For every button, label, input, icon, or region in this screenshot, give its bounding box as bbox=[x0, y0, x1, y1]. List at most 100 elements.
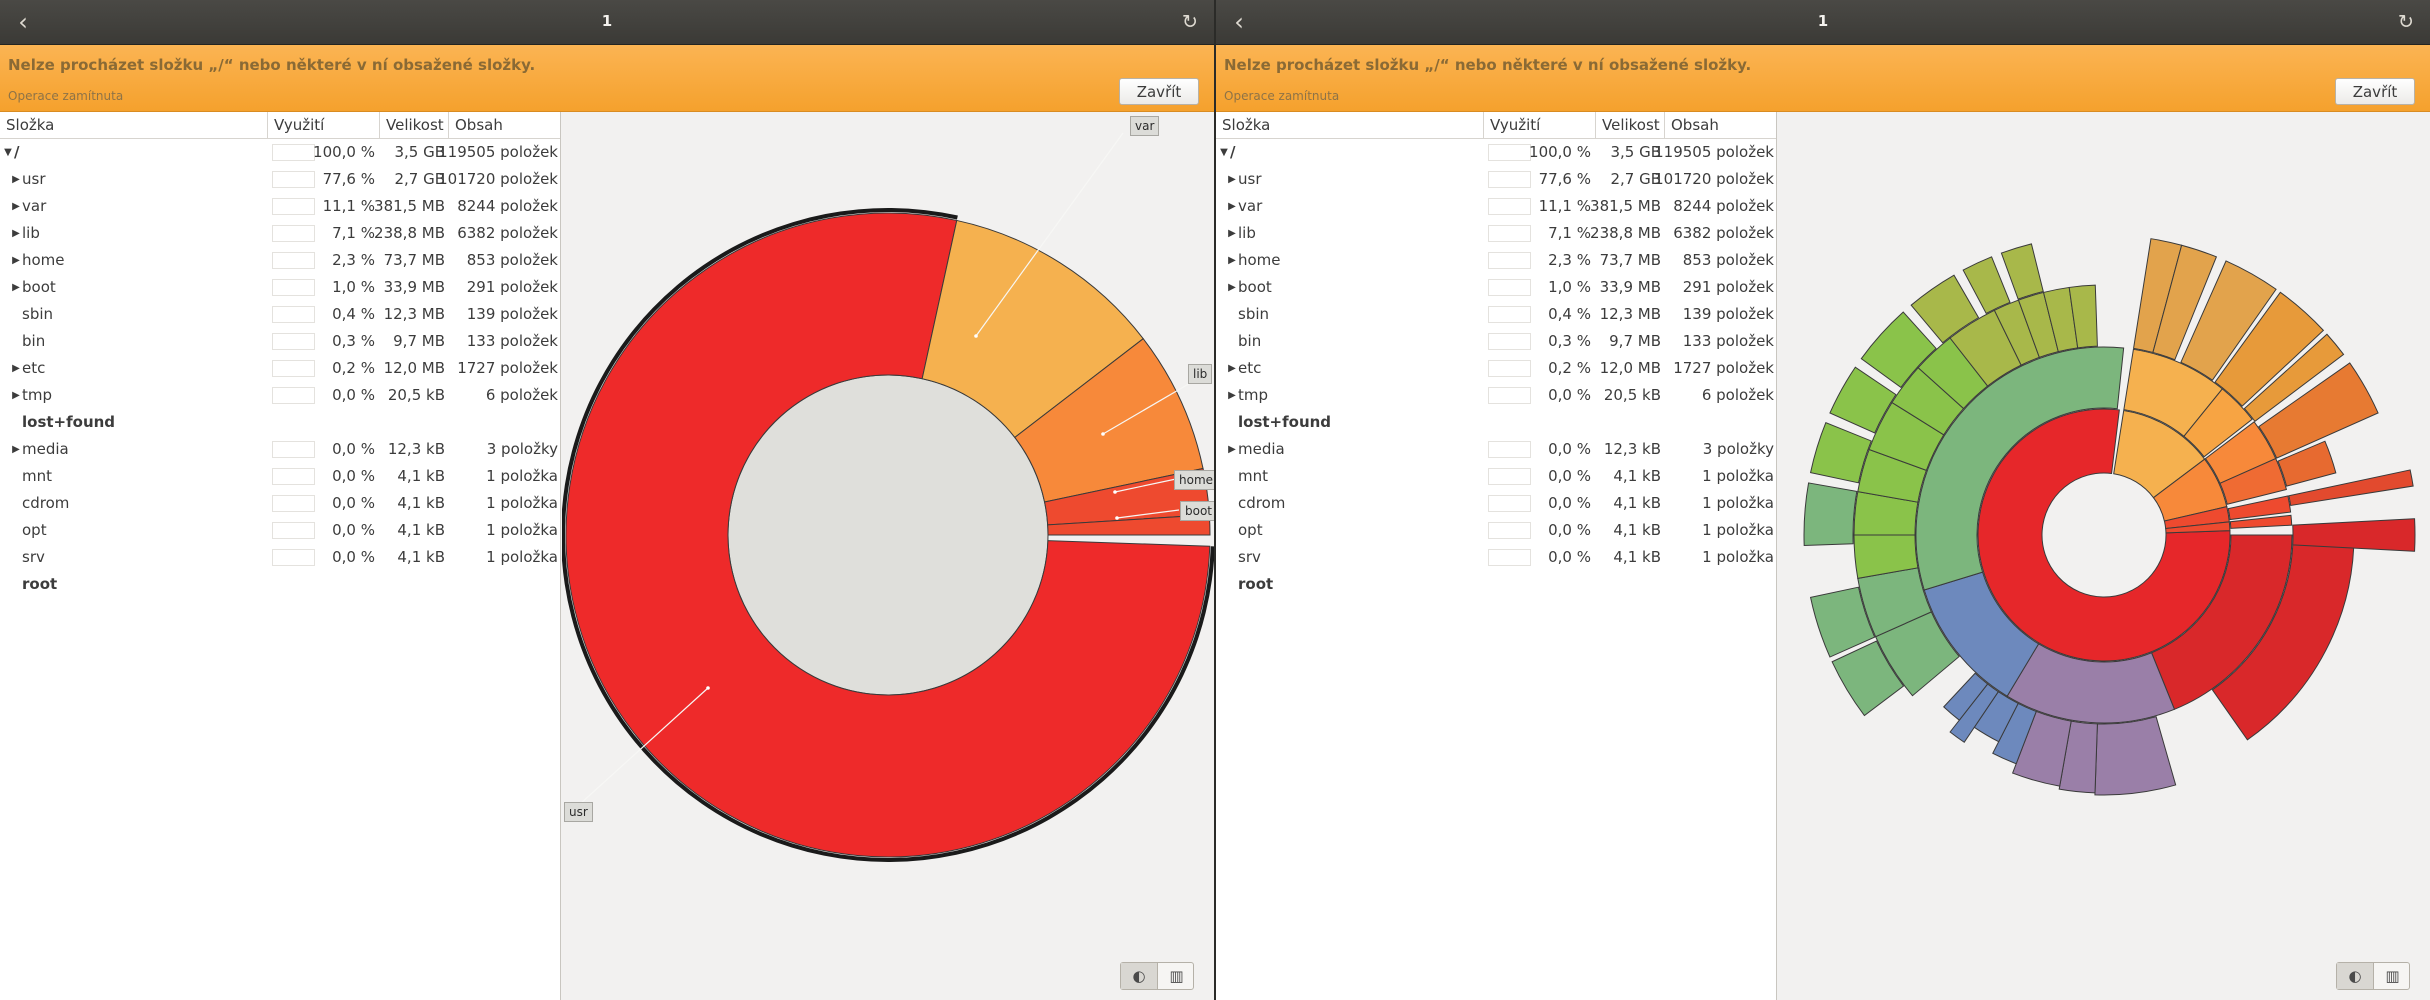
tree-row-lib[interactable]: ▶ lib 7,1 % 238,8 MB 6382 položek bbox=[1216, 220, 1777, 247]
triangle-right-icon[interactable]: ▶ bbox=[12, 282, 20, 293]
triangle-down-icon[interactable]: ▼ bbox=[4, 147, 12, 158]
sunburst-boot-img[interactable] bbox=[2229, 514, 2293, 529]
tree-row-home[interactable]: ▶ home 2,3 % 73,7 MB 853 položek bbox=[0, 247, 561, 274]
ring-segment-var[interactable] bbox=[921, 219, 1144, 439]
triangle-right-icon[interactable]: ▶ bbox=[1228, 255, 1236, 266]
column-folder[interactable]: Složka bbox=[1216, 112, 1484, 139]
sunburst-bin-grandchild-8[interactable] bbox=[2000, 243, 2044, 300]
close-infobar-button[interactable]: Zavřít bbox=[2335, 78, 2415, 105]
tree-row-srv[interactable]: srv 0,0 % 4,1 kB 1 položka bbox=[0, 544, 561, 571]
back-button[interactable]: ‹ bbox=[9, 9, 37, 35]
triangle-right-icon[interactable]: ▶ bbox=[12, 201, 20, 212]
reload-button[interactable]: ↻ bbox=[1176, 9, 1204, 35]
tree-row-sbin[interactable]: sbin 0,4 % 12,3 MB 139 položek bbox=[1216, 301, 1777, 328]
sunburst-bin-child-12[interactable] bbox=[2068, 284, 2098, 349]
triangle-right-icon[interactable]: ▶ bbox=[1228, 282, 1236, 293]
triangle-right-icon[interactable]: ▶ bbox=[1228, 444, 1236, 455]
triangle-right-icon[interactable]: ▶ bbox=[12, 363, 20, 374]
tree-row-tmp[interactable]: ▶ tmp 0,0 % 20,5 kB 6 položek bbox=[1216, 382, 1777, 409]
column-size[interactable]: Velikost bbox=[1596, 112, 1665, 139]
tree-row-root-folder[interactable]: ▼/ 100,0 % 3,5 GB 119505 položek bbox=[0, 139, 561, 166]
tree-row-bin[interactable]: bin 0,3 % 9,7 MB 133 položek bbox=[0, 328, 561, 355]
sunburst-lib-firmware[interactable] bbox=[2219, 457, 2288, 505]
sunburst-bin-grandchild-2[interactable] bbox=[1803, 482, 1858, 546]
sunburst-usr-bin[interactable] bbox=[1915, 346, 2125, 591]
sunburst-var-cache[interactable] bbox=[2183, 388, 2253, 458]
triangle-right-icon[interactable]: ▶ bbox=[12, 255, 20, 266]
sunburst-bin-grandchild-5[interactable] bbox=[1860, 311, 1937, 389]
treemap-button[interactable]: ▥ bbox=[2374, 963, 2411, 989]
tree-row-root[interactable]: root bbox=[0, 571, 561, 598]
tree-row-root[interactable]: root bbox=[1216, 571, 1777, 598]
triangle-right-icon[interactable]: ▶ bbox=[1228, 363, 1236, 374]
triangle-right-icon[interactable]: ▶ bbox=[12, 174, 20, 185]
sunburst-bin-grandchild-1[interactable] bbox=[1809, 586, 1876, 658]
triangle-right-icon[interactable]: ▶ bbox=[1228, 201, 1236, 212]
triangle-down-icon[interactable]: ▼ bbox=[1220, 147, 1228, 158]
triangle-right-icon[interactable]: ▶ bbox=[1228, 390, 1236, 401]
tree-row-var[interactable]: ▶ var 11,1 % 381,5 MB 8244 položek bbox=[1216, 193, 1777, 220]
tree-row-bin[interactable]: bin 0,3 % 9,7 MB 133 položek bbox=[1216, 328, 1777, 355]
treemap-button[interactable]: ▥ bbox=[1158, 963, 1195, 989]
tree-row-opt[interactable]: opt 0,0 % 4,1 kB 1 položka bbox=[0, 517, 561, 544]
sunburst-home-outer[interactable] bbox=[2288, 469, 2414, 507]
tree-row-cdrom[interactable]: cdrom 0,0 % 4,1 kB 1 položka bbox=[0, 490, 561, 517]
tree-row-home[interactable]: ▶ home 2,3 % 73,7 MB 853 položek bbox=[1216, 247, 1777, 274]
column-contents[interactable]: Obsah bbox=[1671, 116, 1719, 134]
sunburst-lib-outer-a[interactable] bbox=[2094, 716, 2177, 796]
triangle-right-icon[interactable]: ▶ bbox=[1228, 174, 1236, 185]
tree-row-boot[interactable]: ▶ boot 1,0 % 33,9 MB 291 položek bbox=[1216, 274, 1777, 301]
triangle-right-icon[interactable]: ▶ bbox=[12, 444, 20, 455]
tree-row-boot[interactable]: ▶ boot 1,0 % 33,9 MB 291 položek bbox=[0, 274, 561, 301]
sunburst-var-outer-e[interactable] bbox=[2243, 333, 2345, 422]
tree-row-media[interactable]: ▶ media 0,0 % 12,3 kB 3 položky bbox=[0, 436, 561, 463]
column-folder[interactable]: Složka bbox=[0, 112, 268, 139]
tree-row-tmp[interactable]: ▶ tmp 0,0 % 20,5 kB 6 položek bbox=[0, 382, 561, 409]
usage-chart[interactable] bbox=[1778, 112, 2430, 1000]
tree-row-usr[interactable]: ▶ usr 77,6 % 2,7 GB 101720 položek bbox=[0, 166, 561, 193]
tree-row-etc[interactable]: ▶ etc 0,2 % 12,0 MB 1727 položek bbox=[1216, 355, 1777, 382]
tree-row-etc[interactable]: ▶ etc 0,2 % 12,0 MB 1727 položek bbox=[0, 355, 561, 382]
sunburst-boot[interactable] bbox=[2165, 521, 2231, 534]
sunburst-lib-outer-2[interactable] bbox=[2277, 440, 2337, 487]
tree-row-var[interactable]: ▶ var 11,1 % 381,5 MB 8244 položek bbox=[0, 193, 561, 220]
sunburst-home-user[interactable] bbox=[2227, 495, 2292, 521]
column-contents[interactable]: Obsah bbox=[455, 116, 503, 134]
sunburst-bin-grandchild-3[interactable] bbox=[1809, 421, 1872, 484]
tree-row-opt[interactable]: opt 0,0 % 4,1 kB 1 položka bbox=[1216, 517, 1777, 544]
reload-button[interactable]: ↻ bbox=[2392, 9, 2420, 35]
triangle-right-icon[interactable]: ▶ bbox=[12, 390, 20, 401]
tree-row-cdrom[interactable]: cdrom 0,0 % 4,1 kB 1 položka bbox=[1216, 490, 1777, 517]
sunburst-lib-outer-1[interactable] bbox=[2258, 362, 2379, 459]
sunburst-var-outer-c[interactable] bbox=[2180, 260, 2277, 381]
sunburst-var-outer-b[interactable] bbox=[2152, 244, 2218, 361]
triangle-right-icon[interactable]: ▶ bbox=[1228, 228, 1236, 239]
sunburst-bin-grandchild-4[interactable] bbox=[1829, 366, 1897, 434]
sunburst-bin-grandchild-7[interactable] bbox=[1962, 256, 2011, 315]
triangle-right-icon[interactable]: ▶ bbox=[12, 228, 20, 239]
close-infobar-button[interactable]: Zavřít bbox=[1119, 78, 1199, 105]
ring-segment-boot[interactable] bbox=[1047, 514, 1211, 536]
tree-row-usr[interactable]: ▶ usr 77,6 % 2,7 GB 101720 položek bbox=[1216, 166, 1777, 193]
sunburst-share-outer[interactable] bbox=[2211, 534, 2355, 741]
sunburst-share-spike[interactable] bbox=[2292, 518, 2416, 552]
sunburst-var-outer-d[interactable] bbox=[2214, 291, 2325, 407]
sunburst-lib32-outer-d[interactable] bbox=[1943, 672, 1989, 721]
ring-chart-button[interactable]: ◐ bbox=[2337, 963, 2374, 989]
tree-row-mnt[interactable]: mnt 0,0 % 4,1 kB 1 položka bbox=[1216, 463, 1777, 490]
tree-row-mnt[interactable]: mnt 0,0 % 4,1 kB 1 položka bbox=[0, 463, 561, 490]
column-usage[interactable]: Využití bbox=[1484, 112, 1596, 139]
tree-row-media[interactable]: ▶ media 0,0 % 12,3 kB 3 položky bbox=[1216, 436, 1777, 463]
sunburst-bin-grandchild-6[interactable] bbox=[1910, 274, 1980, 344]
tree-row-root-folder[interactable]: ▼/ 100,0 % 3,5 GB 119505 položek bbox=[1216, 139, 1777, 166]
tree-row-lostfound[interactable]: lost+found bbox=[1216, 409, 1777, 436]
ring-center[interactable] bbox=[727, 374, 1049, 696]
column-size[interactable]: Velikost bbox=[380, 112, 449, 139]
sunburst-usr[interactable] bbox=[1977, 408, 2231, 662]
tree-row-lib[interactable]: ▶ lib 7,1 % 238,8 MB 6382 položek bbox=[0, 220, 561, 247]
tree-row-lostfound[interactable]: lost+found bbox=[0, 409, 561, 436]
sunburst-bin-grandchild-0[interactable] bbox=[1831, 640, 1905, 717]
tree-row-sbin[interactable]: sbin 0,4 % 12,3 MB 139 položek bbox=[0, 301, 561, 328]
back-button[interactable]: ‹ bbox=[1225, 9, 1253, 35]
ring-segment-usr[interactable] bbox=[565, 212, 1211, 858]
